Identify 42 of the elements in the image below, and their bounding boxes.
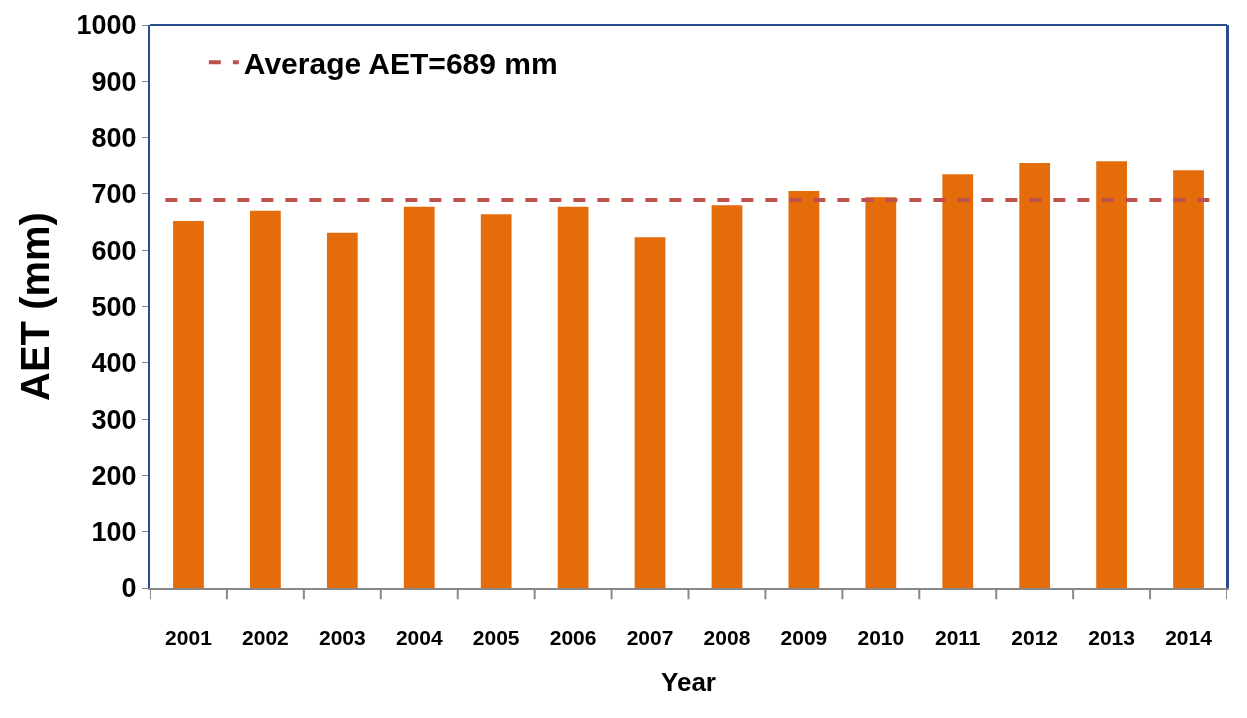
x-tick-label: 2008 bbox=[703, 626, 751, 650]
bar bbox=[326, 232, 358, 588]
x-tick-label: 2012 bbox=[1011, 626, 1059, 650]
bar bbox=[250, 210, 281, 588]
x-tick-label: 2003 bbox=[318, 626, 366, 650]
x-tick-label: 2010 bbox=[857, 626, 905, 650]
x-tick-label: 2004 bbox=[395, 626, 443, 650]
x-axis-title: Year bbox=[661, 667, 716, 698]
bar bbox=[865, 197, 897, 588]
y-tick-label: 200 bbox=[91, 460, 137, 491]
bar bbox=[173, 220, 204, 588]
y-tick-label: 400 bbox=[91, 348, 137, 379]
legend-label: Average AET=689 mm bbox=[243, 46, 558, 80]
bar bbox=[942, 174, 974, 588]
bar bbox=[788, 191, 820, 588]
y-tick-label: 800 bbox=[91, 123, 137, 154]
y-axis-title: AET (mm) bbox=[12, 212, 57, 401]
x-tick-label: 2013 bbox=[1088, 626, 1135, 650]
y-tick-label: 900 bbox=[91, 66, 137, 97]
x-tick-label: 2006 bbox=[549, 626, 597, 650]
bar bbox=[1019, 162, 1051, 588]
bar bbox=[1173, 170, 1204, 588]
y-tick-label: 1000 bbox=[76, 10, 137, 41]
x-tick-label: 2011 bbox=[934, 626, 981, 650]
bar bbox=[403, 206, 435, 588]
x-tick-label: 2001 bbox=[165, 626, 213, 650]
x-tick-label: 2009 bbox=[780, 626, 828, 650]
y-tick-label: 0 bbox=[121, 573, 137, 604]
x-tick-label: 2002 bbox=[242, 626, 289, 650]
bar bbox=[557, 206, 589, 588]
x-tick-label: 2014 bbox=[1165, 626, 1213, 650]
y-tick-label: 100 bbox=[91, 517, 137, 548]
bar bbox=[1096, 161, 1127, 588]
y-tick-label: 700 bbox=[91, 179, 137, 210]
x-tick-label: 2007 bbox=[626, 626, 674, 650]
bar bbox=[480, 214, 512, 588]
y-tick-label: 300 bbox=[91, 404, 137, 435]
bar bbox=[634, 237, 666, 588]
x-tick-label: 2005 bbox=[472, 626, 520, 650]
y-tick-label: 500 bbox=[91, 291, 137, 322]
y-tick-label: 600 bbox=[91, 235, 137, 266]
bar bbox=[711, 205, 743, 588]
